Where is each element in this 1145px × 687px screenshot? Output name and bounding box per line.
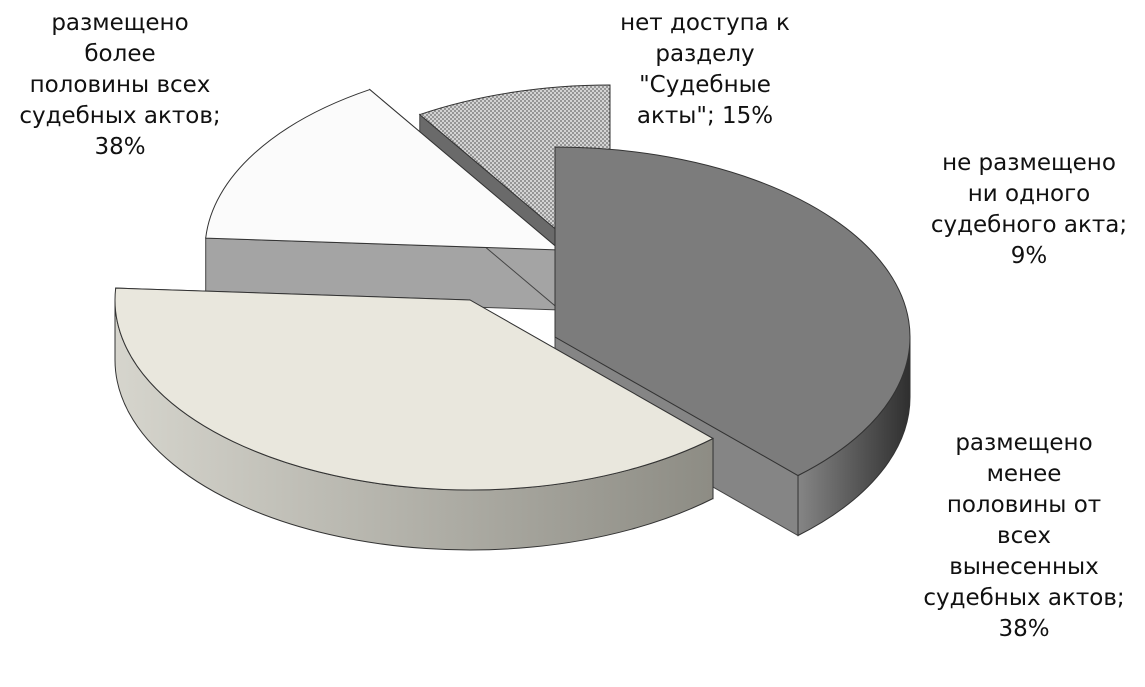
label-line: 9% [1010,243,1048,269]
label-line: не размещено [942,150,1116,176]
label-slice-none-posted: не размещено ни одного судебного акта; 9… [915,148,1143,272]
label-line: половины от [946,492,1102,518]
label-line: 38% [998,616,1050,642]
label-line: вынесенных [949,554,1099,580]
label-line: нет доступа к [620,10,790,36]
label-line: 38% [94,134,146,160]
pie-slice [205,88,562,312]
label-slice-more-than-half: размещено более половины всех судебных а… [0,8,240,163]
label-line: размещено [51,10,189,36]
label-line: менее [986,461,1062,487]
slice-top [205,89,562,251]
label-line: судебного акта; [930,212,1128,238]
label-line: "Судебные [639,72,771,98]
label-line: акты"; 15% [636,103,774,129]
label-line: разделу [655,41,755,67]
label-slice-no-access: нет доступа к разделу "Судебные акты"; 1… [590,8,820,132]
label-line: всех [997,523,1051,549]
label-line: ни одного [967,181,1091,207]
label-line: размещено [955,430,1093,456]
label-line: более [84,41,156,67]
label-line: судебных актов; [19,103,221,129]
slice-top [114,287,715,491]
label-slice-less-than-half: размещено менее половины от всех вынесен… [905,428,1143,645]
slice-top [554,146,911,477]
label-line: половины всех [29,72,211,98]
pie-slice [114,287,715,551]
label-line: судебных актов; [923,585,1125,611]
